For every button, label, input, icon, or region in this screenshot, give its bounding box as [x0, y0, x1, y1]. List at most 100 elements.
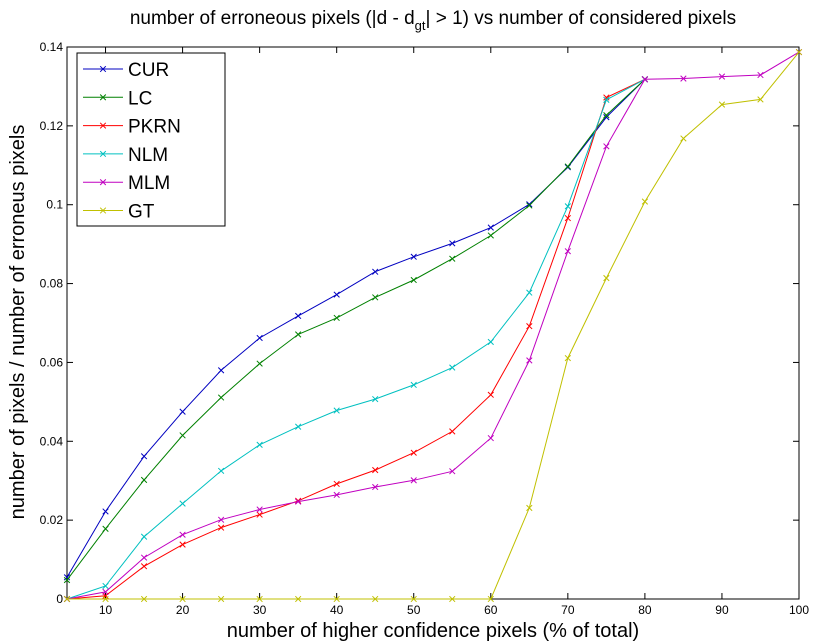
data-point-marker: [680, 75, 687, 82]
legend-item-nlm: NLM: [83, 145, 168, 166]
legend-swatch-marker: [99, 179, 107, 186]
data-point-marker: [295, 498, 302, 505]
series-line: [66, 78, 646, 600]
data-point-marker: [333, 314, 340, 322]
data-point-marker: [603, 114, 610, 121]
legend-swatch-marker: [99, 207, 107, 214]
y-axis-label: number of pixels / number of erroneus pi…: [7, 125, 29, 520]
y-tick-label: 0.14: [40, 40, 64, 54]
data-point-marker: [102, 525, 109, 532]
x-tick-label: 70: [561, 603, 575, 617]
data-point-marker: [372, 595, 379, 603]
data-point-marker: [256, 506, 263, 513]
data-point-marker: [256, 334, 263, 342]
x-tick-label: 20: [176, 603, 190, 617]
series-gt: [63, 48, 803, 603]
data-point-marker: [718, 73, 726, 80]
data-point-marker: [757, 71, 764, 79]
data-point-marker: [179, 531, 186, 538]
data-point-marker: [564, 163, 571, 170]
legend-item-pkrn: PKRN: [83, 117, 181, 138]
x-axis-ticks: 10 20 30 40 50 60 70 80 90 100: [99, 47, 809, 617]
data-point-marker: [449, 428, 456, 435]
data-point-marker: [295, 312, 302, 320]
data-point-marker: [295, 497, 302, 504]
data-point-marker: [102, 588, 109, 596]
data-point-marker: [217, 524, 225, 531]
legend-swatch-marker: [99, 122, 107, 129]
data-point-marker: [410, 595, 417, 603]
data-point-marker: [372, 483, 379, 491]
data-point-marker: [333, 480, 340, 488]
data-point-marker: [63, 574, 71, 581]
y-tick-label: 0.06: [40, 355, 64, 369]
data-point-marker: [526, 201, 533, 208]
data-point-marker: [410, 449, 417, 456]
data-point-marker: [564, 214, 571, 222]
data-point-marker: [179, 541, 186, 548]
data-point-marker: [140, 563, 148, 570]
legend-item-gt: GT: [83, 202, 155, 223]
data-point-marker: [179, 500, 186, 507]
legend-label: NLM: [128, 145, 168, 166]
data-point-marker: [410, 381, 417, 389]
y-tick-label: 0.02: [40, 513, 64, 527]
data-point-marker: [757, 96, 764, 103]
legend-box: [76, 52, 226, 227]
data-point-marker: [487, 224, 494, 231]
data-point-marker: [372, 294, 379, 301]
data-point-marker: [526, 357, 533, 364]
data-point-marker: [217, 467, 225, 475]
data-point-marker: [179, 408, 186, 415]
chart-title-pre: number of erroneous pixels (|d - d: [130, 8, 415, 29]
data-point-marker: [140, 533, 148, 540]
legend-swatch-marker: [99, 150, 107, 158]
data-point-marker: [564, 354, 571, 362]
data-point-marker: [564, 203, 571, 210]
data-point-marker: [449, 240, 456, 247]
x-tick-label: 90: [715, 603, 729, 617]
x-tick-label: 40: [330, 603, 344, 617]
legend-label: CUR: [128, 60, 169, 81]
legend-label: MLM: [128, 173, 170, 194]
legend-swatch-marker: [99, 94, 107, 101]
y-axis-ticks: 0 0.02 0.04 0.06 0.08 0.1 0.12 0.14: [40, 40, 799, 606]
data-point-marker: [372, 395, 379, 403]
data-point-marker: [140, 595, 148, 603]
x-tick-label: 10: [99, 603, 113, 617]
data-point-marker: [102, 595, 109, 603]
data-point-marker: [410, 253, 417, 260]
x-tick-label: 50: [407, 603, 421, 617]
data-point-marker: [526, 202, 533, 209]
x-tick-label: 60: [484, 603, 498, 617]
data-point-marker: [449, 255, 456, 262]
data-point-marker: [256, 511, 263, 518]
data-point-marker: [410, 477, 417, 484]
data-point-marker: [372, 466, 379, 474]
data-point-marker: [217, 516, 225, 523]
data-point-marker: [63, 595, 71, 603]
data-point-marker: [333, 491, 340, 499]
data-point-marker: [603, 96, 610, 103]
legend-item-mlm: MLM: [83, 173, 170, 194]
y-tick-label: 0.04: [40, 434, 64, 448]
legend: CUR LC PKRN NLM MLM GT: [76, 52, 226, 227]
data-point-marker: [295, 595, 302, 603]
x-tick-label: 30: [253, 603, 267, 617]
series-layer: [63, 48, 803, 603]
data-point-marker: [102, 582, 109, 590]
chart-title-post: | > 1) vs number of considered pixels: [425, 8, 736, 29]
legend-label: PKRN: [128, 117, 181, 138]
data-point-marker: [526, 289, 533, 296]
chart-title-subscript: gt: [415, 18, 426, 33]
data-point-marker: [256, 360, 263, 367]
data-point-marker: [526, 323, 533, 330]
data-point-marker: [217, 595, 225, 603]
data-point-marker: [63, 576, 71, 584]
data-point-marker: [603, 274, 610, 282]
data-point-marker: [333, 291, 340, 298]
legend-swatch-marker: [99, 65, 107, 73]
data-point-marker: [295, 331, 302, 338]
data-point-marker: [410, 276, 417, 284]
legend-item-cur: CUR: [83, 60, 169, 81]
